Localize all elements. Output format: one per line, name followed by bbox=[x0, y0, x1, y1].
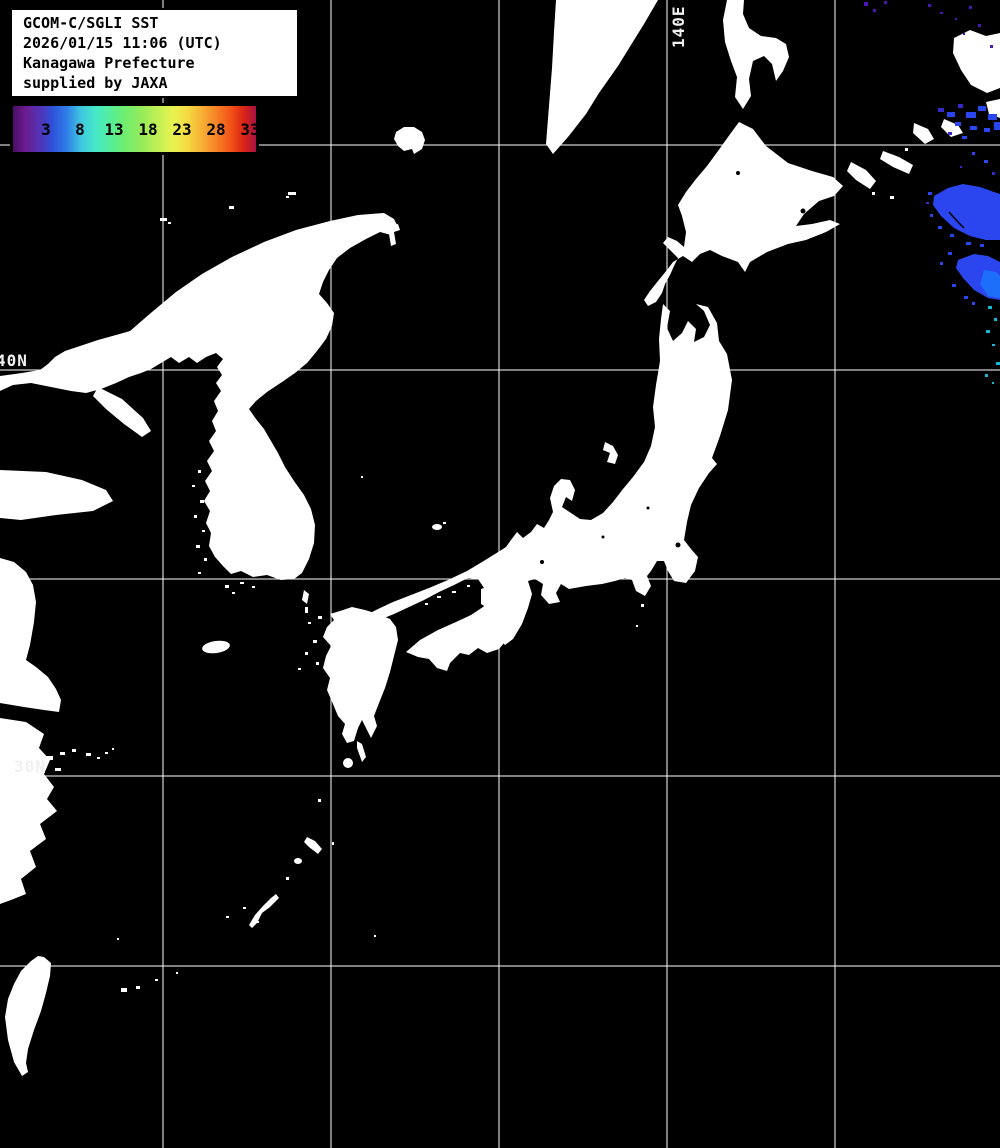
land-hokkaido bbox=[644, 122, 843, 306]
island-round bbox=[394, 127, 425, 154]
sst-bright-patch bbox=[980, 270, 1000, 298]
land-sakhalin bbox=[723, 0, 789, 109]
colorbar-tick: 3 bbox=[41, 120, 51, 139]
latitude-label-40n: 40N bbox=[0, 351, 28, 370]
islets-zhoushan bbox=[16, 746, 114, 773]
colorbar-tick: 8 bbox=[75, 120, 85, 139]
islands-izu bbox=[636, 604, 644, 627]
credit-line: supplied by JAXA bbox=[23, 74, 168, 92]
island-tanegashima bbox=[357, 741, 366, 762]
land-shikoku bbox=[406, 599, 509, 671]
islets-seto bbox=[425, 574, 493, 605]
timestamp: 2026/01/15 11:06 (UTC) bbox=[23, 34, 222, 52]
island-sado bbox=[603, 442, 618, 464]
sst-cyan-specks bbox=[985, 306, 1000, 384]
island-awaji bbox=[481, 586, 494, 609]
land-taiwan bbox=[5, 956, 51, 1076]
colorbar-tick: 23 bbox=[172, 120, 192, 139]
islets-korea-coast bbox=[192, 470, 255, 594]
sst-deep-specks bbox=[926, 104, 995, 204]
land-russia-coast bbox=[546, 0, 658, 154]
land-china-zhejiang bbox=[0, 718, 57, 904]
islets-goto bbox=[298, 622, 319, 670]
land-masses bbox=[0, 0, 1000, 1076]
temperature-colorbar: 3 8 13 18 23 28 33 bbox=[10, 103, 260, 155]
land-kyushu bbox=[323, 607, 398, 743]
colorbar-tick: 18 bbox=[138, 120, 158, 139]
land-honshu bbox=[361, 304, 732, 645]
land-china-jiangsu bbox=[0, 558, 61, 712]
title-box: GCOM-C/SGLI SST 2026/01/15 11:06 (UTC) K… bbox=[10, 8, 299, 98]
land-liaodong bbox=[93, 387, 151, 437]
island-yakushima bbox=[343, 758, 353, 768]
colorbar-tick: 33 bbox=[240, 120, 260, 139]
coast-hook bbox=[388, 224, 400, 246]
islands-tsushima bbox=[302, 590, 322, 619]
islands-kuril bbox=[847, 30, 1000, 199]
colorbar-tick: 13 bbox=[104, 120, 124, 139]
land-shandong bbox=[0, 470, 113, 520]
longitude-label-140e: 140E bbox=[669, 5, 688, 48]
latitude-label-30n: 30N bbox=[14, 757, 46, 776]
sst-data-field bbox=[864, 1, 1000, 384]
island-jeju bbox=[202, 640, 230, 654]
islands-ryukyu bbox=[117, 799, 376, 992]
sst-patch-crack bbox=[948, 211, 965, 229]
colorbar-tick: 28 bbox=[206, 120, 226, 139]
product-title: GCOM-C/SGLI SST bbox=[23, 14, 159, 32]
sst-purple-specks bbox=[864, 1, 993, 48]
lakes bbox=[540, 171, 816, 564]
island-oki bbox=[432, 524, 442, 530]
islets-north bbox=[160, 192, 363, 478]
provider-name: Kanagawa Prefecture bbox=[23, 54, 195, 72]
land-korea-manchuria bbox=[0, 213, 398, 580]
